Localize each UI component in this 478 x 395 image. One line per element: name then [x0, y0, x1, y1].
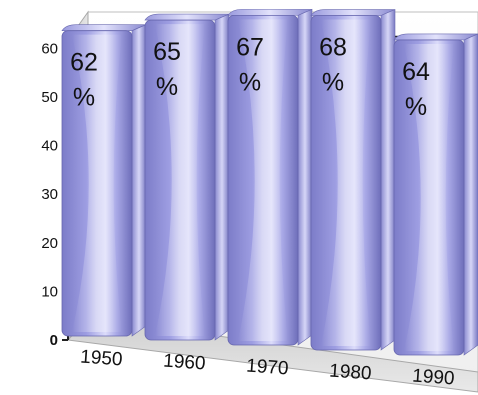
bar-1960: 65% [144, 13, 230, 341]
bars: 62%65%67%68% 64% [61, 8, 478, 356]
x-axis-labels: 1950 1960 1970 1980 1990 [80, 347, 456, 390]
bar-top [61, 24, 147, 31]
bar-side [131, 24, 147, 337]
data-label-value: 62 [70, 49, 98, 77]
x-tick-label: 1960 [163, 351, 207, 375]
x-tick-label: 1990 [412, 366, 456, 390]
x-tick-label: 1970 [246, 356, 290, 380]
bar-side [463, 33, 478, 356]
data-label-value: 67 [236, 33, 264, 61]
x-tick-label: 1950 [80, 347, 124, 371]
data-label-unit: % [73, 84, 95, 112]
data-label-value: 68 [319, 34, 347, 62]
y-tick-label: 60 [41, 40, 58, 57]
data-label-value: 65 [153, 38, 181, 66]
y-tick-label: 50 [41, 89, 58, 106]
data-label-unit: % [322, 69, 344, 97]
bar-shine [404, 43, 454, 352]
data-label-unit: % [239, 68, 261, 96]
bar-shine [321, 19, 371, 347]
bar-1990: 64% [393, 33, 478, 356]
bar-top [144, 13, 230, 21]
bar-side [380, 9, 396, 351]
bar-1950: 62% [61, 24, 147, 337]
data-label-value: 64 [402, 58, 430, 86]
data-label-unit: % [405, 93, 427, 121]
y-tick-label: 30 [41, 186, 58, 203]
bar-side [297, 8, 313, 346]
y-tick-label: 20 [41, 235, 58, 252]
data-label-unit: % [156, 73, 178, 101]
bar-shine [155, 24, 205, 336]
bar-1980: 68% [310, 9, 396, 351]
bar-top [393, 33, 478, 41]
y-axis-ticks: 0 10 20 30 40 50 60 [41, 40, 68, 349]
bar-1970: 67% [227, 8, 313, 346]
x-tick-label: 1980 [329, 361, 373, 385]
y-tick-label: 40 [41, 138, 58, 155]
bar-top [310, 9, 396, 16]
bar-shine [72, 34, 122, 333]
y-tick-label: 0 [50, 332, 58, 349]
bar-shine [238, 19, 288, 341]
bar-top [227, 9, 313, 16]
bar-side [214, 13, 230, 341]
y-tick-label: 10 [41, 283, 58, 300]
